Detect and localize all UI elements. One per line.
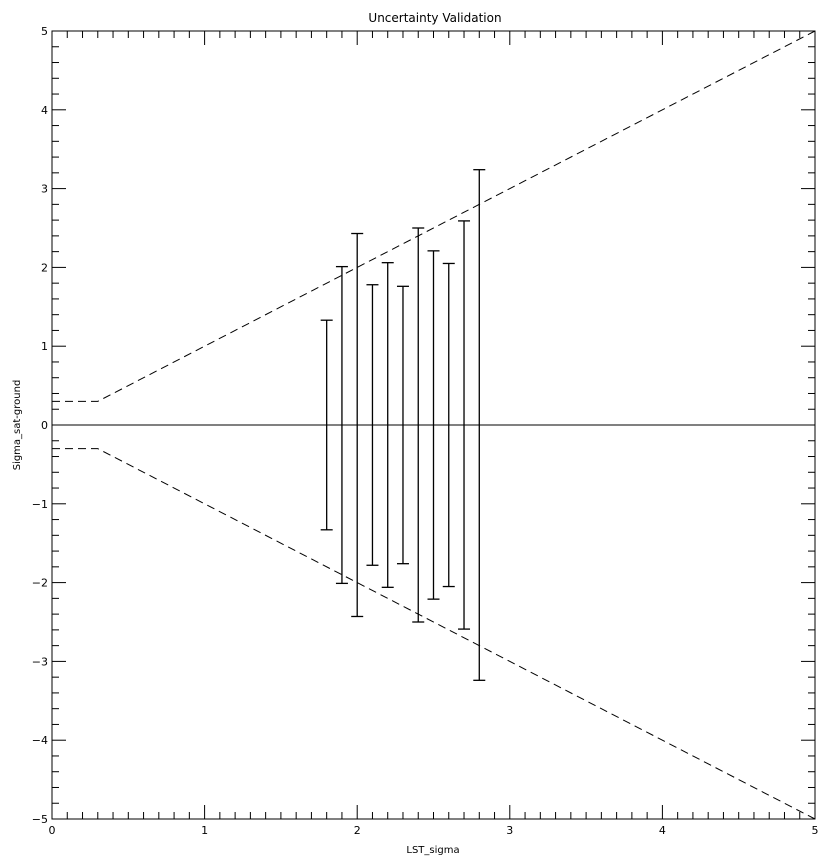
- y-axis-label: Sigma_sat-ground: [12, 380, 23, 471]
- series-layer: [52, 30, 816, 820]
- y-tick-label: −3: [32, 655, 48, 668]
- major-ticks: [51, 30, 816, 820]
- x-tick-label: 0: [49, 824, 56, 837]
- y-tick-label: 2: [41, 261, 48, 274]
- dashed-boundary-line: [52, 448, 816, 820]
- x-tick-label: 5: [812, 824, 819, 837]
- y-tick-label: −2: [32, 577, 48, 590]
- minor-ticks: [52, 31, 815, 819]
- y-tick-label: −5: [32, 813, 48, 826]
- y-tick-label: 5: [41, 25, 48, 38]
- y-tick-label: 1: [41, 340, 48, 353]
- dashed-boundary-line: [52, 30, 816, 402]
- y-tick-label: −4: [32, 734, 48, 747]
- x-tick-label: 4: [659, 824, 666, 837]
- x-tick-label: 1: [201, 824, 208, 837]
- x-axis-label: LST_sigma: [406, 845, 459, 856]
- tick-labels: 0 1 2 3 4 5 −5 −4 −3 −2 −1 0 1 2 3 4 5: [32, 25, 819, 837]
- y-tick-label: −1: [32, 498, 48, 511]
- y-tick-label: 3: [41, 183, 48, 196]
- x-tick-label: 2: [354, 824, 361, 837]
- chart-title: Uncertainty Validation: [368, 11, 501, 25]
- y-tick-label: 0: [41, 419, 48, 432]
- x-tick-label: 3: [506, 824, 513, 837]
- y-tick-label: 4: [41, 104, 48, 117]
